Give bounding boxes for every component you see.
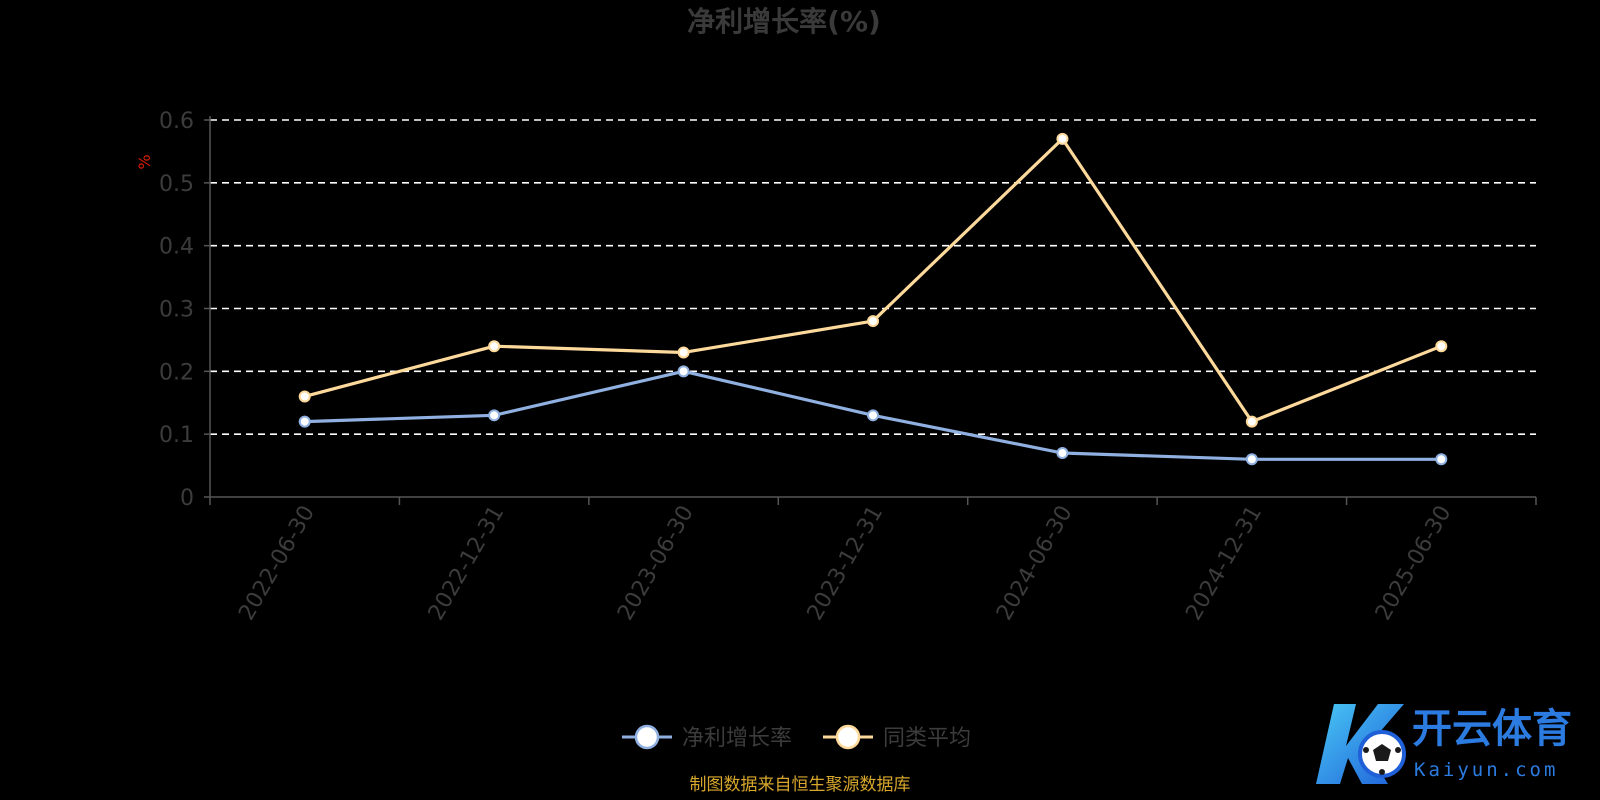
legend-label: 净利增长率 [682, 726, 792, 751]
data-point [1056, 132, 1069, 145]
data-point [677, 365, 690, 378]
data-source-note: 制图数据来自恒生聚源数据库 [690, 775, 911, 795]
y-tick-label: 0.6 [159, 109, 194, 134]
brand-watermark-logo: 开云体育 Kaiyun.com [1316, 704, 1572, 784]
data-point [867, 409, 879, 422]
x-tick-label: 2024-06-30 [992, 502, 1078, 625]
data-point [488, 409, 501, 422]
legend-item-2[interactable]: 同类平均 [823, 724, 971, 751]
legend-marker [634, 724, 660, 750]
y-tick-label: 0.3 [159, 298, 194, 323]
data-point [298, 415, 311, 428]
brand-logo-icon [1316, 704, 1406, 784]
legend-label: 同类平均 [883, 726, 971, 751]
chart-title: 净利增长率(%) [687, 5, 881, 38]
x-tick-label: 2022-12-31 [424, 502, 510, 625]
series-lines [298, 132, 1448, 466]
data-point [1435, 340, 1448, 353]
grid-lines [210, 119, 1536, 435]
x-tick-label: 2025-06-30 [1371, 502, 1457, 625]
data-point [298, 390, 311, 403]
data-point [1245, 415, 1258, 428]
legend-marker [835, 724, 861, 750]
series-line [304, 137, 1442, 424]
data-point [1435, 453, 1448, 466]
data-point [1245, 453, 1258, 466]
y-tick-label: 0.5 [159, 172, 194, 197]
watermark-domain-text: Kaiyun.com [1414, 759, 1558, 781]
legend[interactable]: 净利增长率 同类平均 [622, 724, 971, 751]
x-tick-label: 2022-06-30 [234, 502, 320, 625]
y-tick-label: 0.2 [159, 360, 194, 385]
legend-item-1[interactable]: 净利增长率 [622, 724, 792, 751]
axes: 0 0.1 0.2 0.3 0.4 0.5 0.6 2022-06-30 2022-12-31 2… [159, 109, 1537, 625]
watermark-brand-text: 开云体育 [1412, 706, 1572, 752]
x-tick-label: 2023-06-30 [613, 502, 699, 625]
data-point [677, 346, 690, 359]
y-tick-label: 0 [180, 486, 194, 511]
y-tick-label: 0.1 [159, 423, 194, 448]
series-2 [298, 132, 1448, 428]
x-tick-label: 2023-12-31 [803, 502, 889, 625]
y-tick-label: 0.4 [159, 235, 194, 260]
data-point [867, 315, 879, 328]
data-point [488, 340, 501, 353]
series-1 [298, 365, 1448, 466]
data-point [1056, 447, 1069, 460]
x-tick-label: 2024-12-31 [1181, 502, 1267, 625]
y-axis-unit-label: % [135, 154, 154, 169]
